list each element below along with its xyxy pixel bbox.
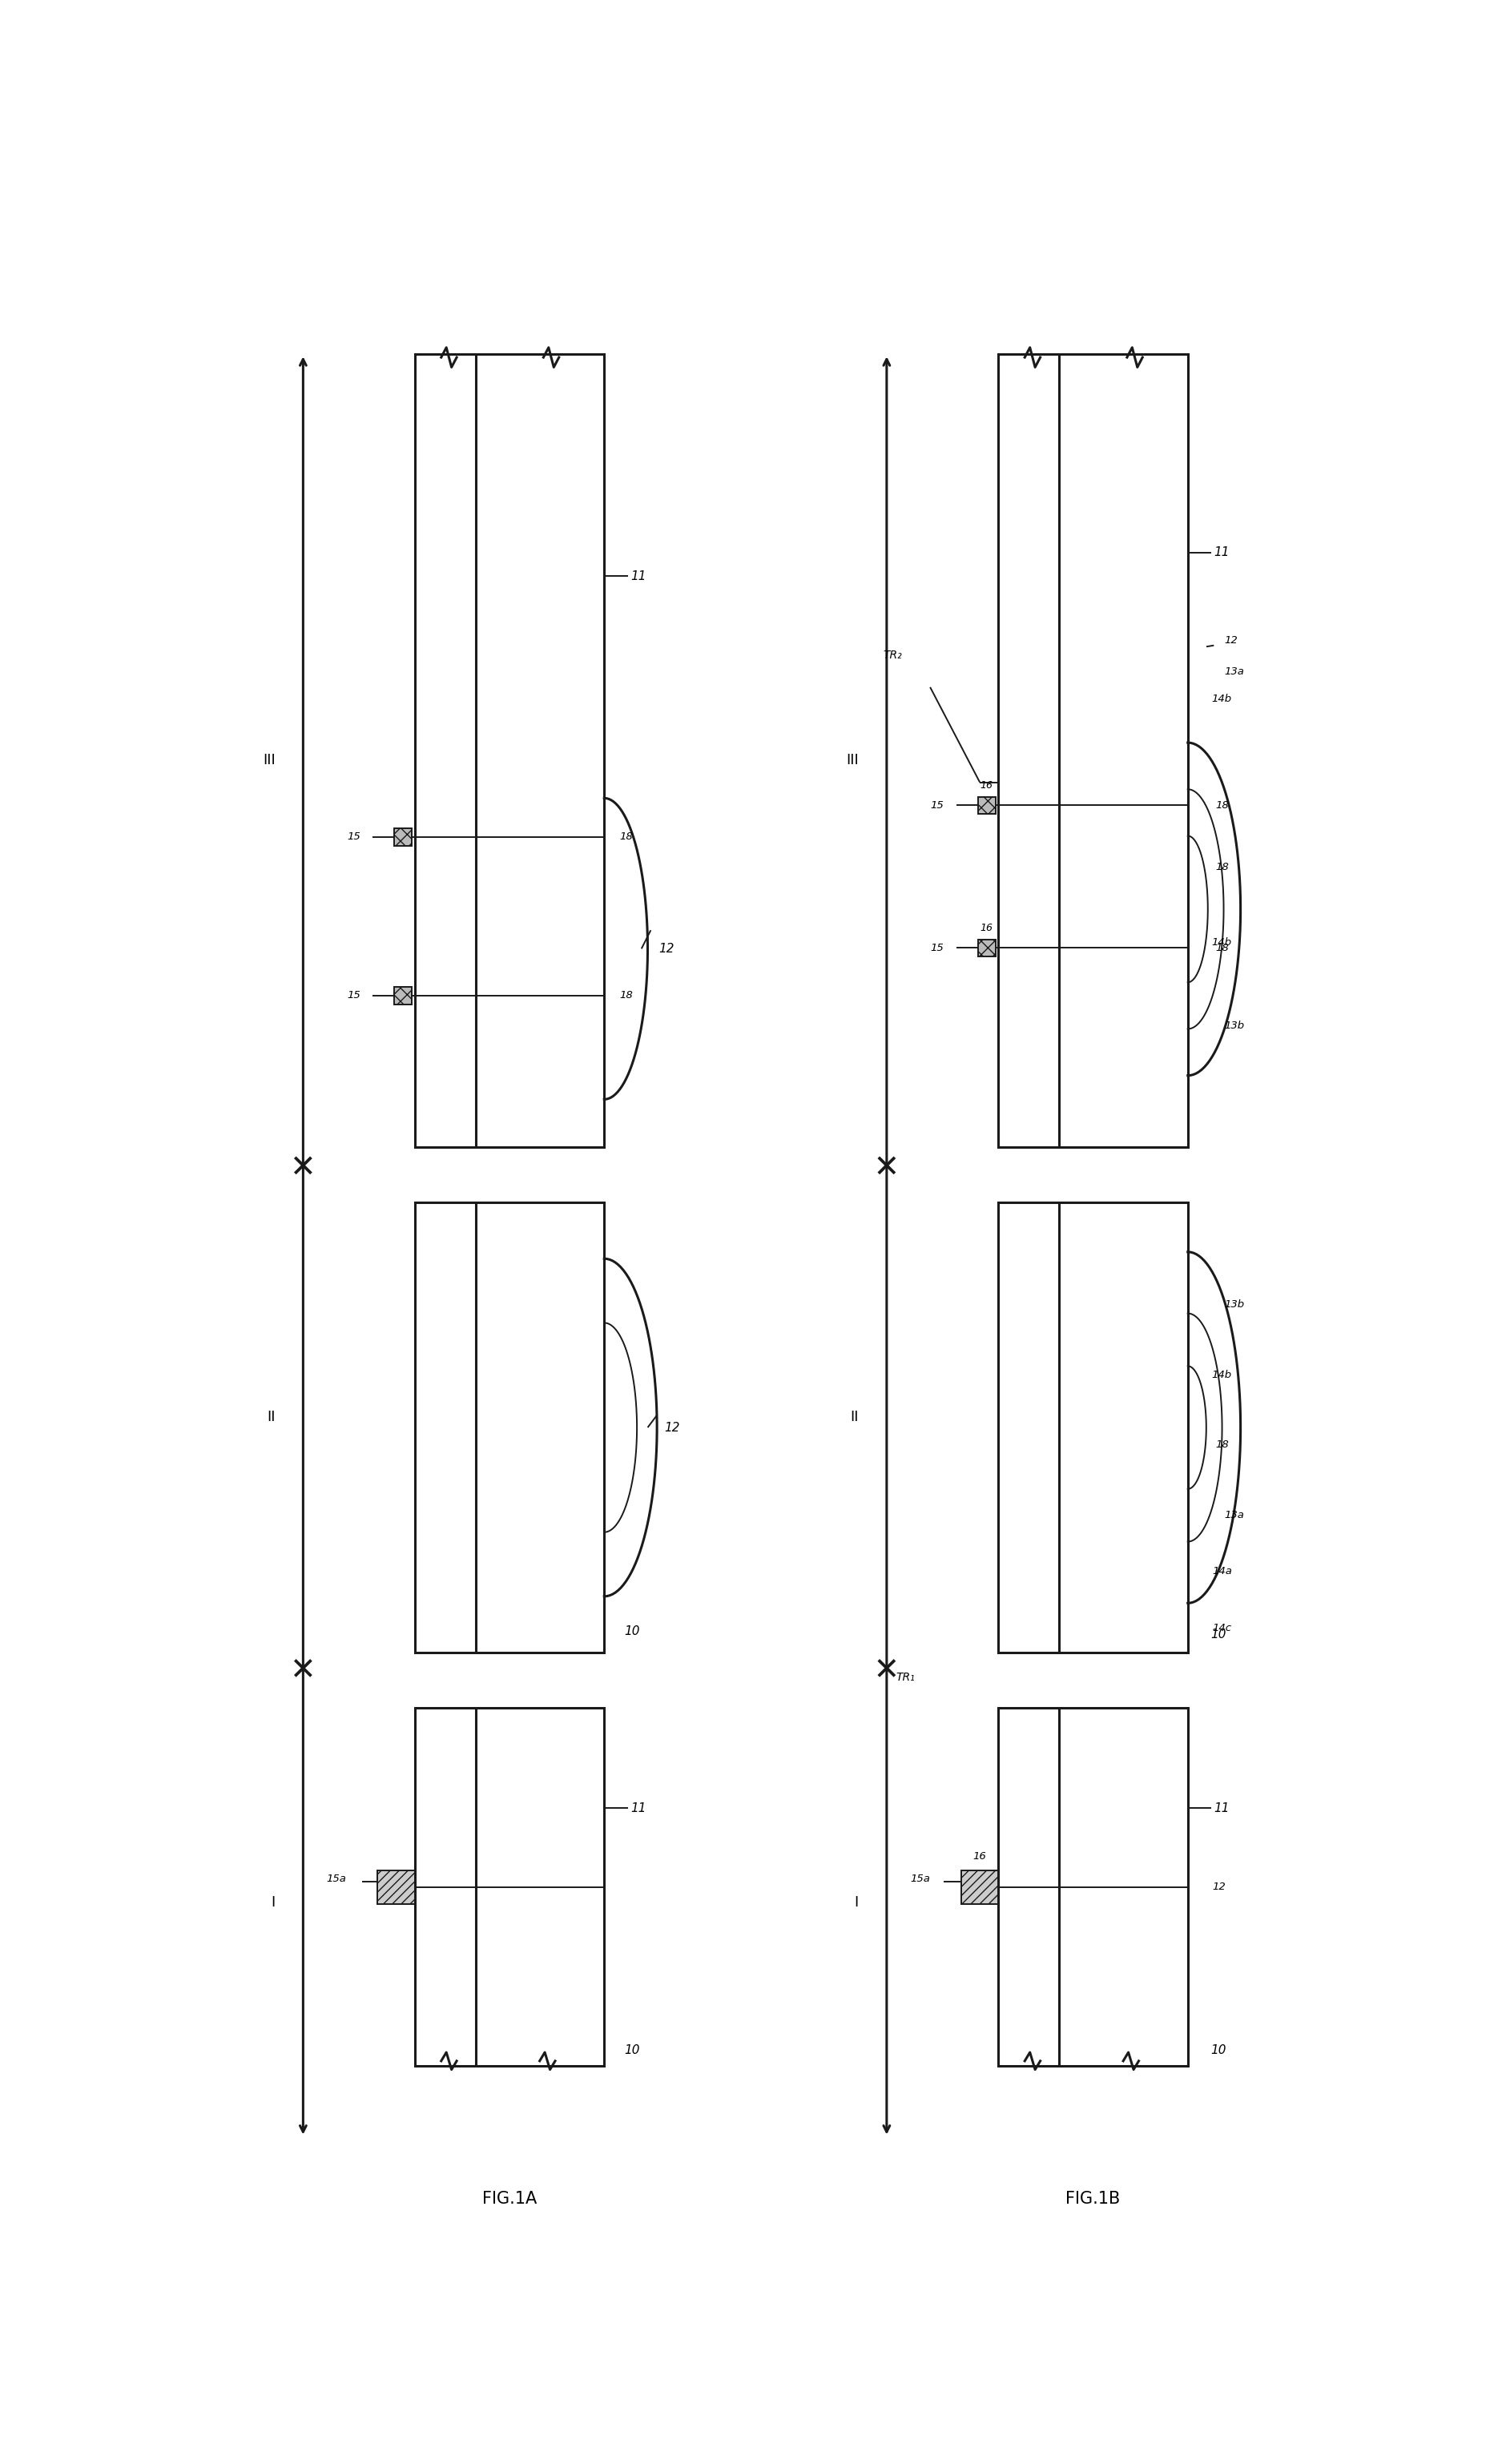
Text: 14c: 14c xyxy=(1212,1624,1232,1634)
Text: FIG.1A: FIG.1A xyxy=(482,2190,536,2208)
Text: TR₁: TR₁ xyxy=(896,1671,914,1683)
Bar xyxy=(977,796,995,813)
Text: 18: 18 xyxy=(1215,862,1229,872)
Text: 10: 10 xyxy=(625,2045,640,2057)
Text: 11: 11 xyxy=(631,1801,646,1814)
Bar xyxy=(998,1708,1188,2065)
Text: 15: 15 xyxy=(346,833,360,843)
Bar xyxy=(414,1202,604,1653)
Text: 18: 18 xyxy=(1215,801,1229,811)
Text: 10: 10 xyxy=(1211,2045,1226,2057)
Text: 16: 16 xyxy=(973,1850,986,1863)
Text: II: II xyxy=(851,1409,858,1424)
Text: 13a: 13a xyxy=(1224,665,1244,678)
Text: 14a: 14a xyxy=(1212,1567,1232,1577)
Text: 15: 15 xyxy=(931,801,944,811)
Text: 13b: 13b xyxy=(1224,1299,1244,1311)
Text: 13b: 13b xyxy=(1224,1020,1244,1030)
Text: 15: 15 xyxy=(931,944,944,954)
Text: 14b: 14b xyxy=(1212,1370,1232,1380)
Text: 18: 18 xyxy=(1215,1439,1229,1451)
Bar xyxy=(998,1202,1188,1653)
Text: 18: 18 xyxy=(1215,944,1229,954)
Text: III: III xyxy=(846,752,858,766)
Bar xyxy=(977,939,995,956)
Bar xyxy=(414,1708,604,2065)
Text: 16: 16 xyxy=(980,781,992,791)
Text: 18: 18 xyxy=(619,833,633,843)
Bar xyxy=(395,828,411,845)
Text: 11: 11 xyxy=(1214,1801,1230,1814)
Text: 12: 12 xyxy=(658,944,675,954)
Text: FIG.1B: FIG.1B xyxy=(1066,2190,1120,2208)
Text: 11: 11 xyxy=(1214,547,1230,559)
Text: 12: 12 xyxy=(1224,636,1238,646)
Text: I: I xyxy=(271,1895,276,1910)
Text: III: III xyxy=(262,752,276,766)
Text: 15a: 15a xyxy=(910,1873,931,1885)
Bar xyxy=(378,1870,414,1905)
Text: I: I xyxy=(854,1895,858,1910)
Text: 16: 16 xyxy=(980,924,992,934)
Text: 13a: 13a xyxy=(1224,1510,1244,1520)
Bar xyxy=(395,988,411,1005)
Text: 14b: 14b xyxy=(1212,936,1232,949)
Text: 10: 10 xyxy=(1211,1629,1226,1641)
Text: TR₂: TR₂ xyxy=(884,650,902,660)
Text: 15a: 15a xyxy=(327,1873,346,1885)
Text: 10: 10 xyxy=(625,1626,640,1636)
Bar xyxy=(961,1870,998,1905)
Text: 11: 11 xyxy=(631,569,646,582)
Text: 12: 12 xyxy=(664,1422,681,1434)
Bar xyxy=(998,355,1188,1146)
Text: 18: 18 xyxy=(619,991,633,1000)
Text: 12: 12 xyxy=(1212,1882,1226,1892)
Text: 15: 15 xyxy=(346,991,360,1000)
Text: 14b: 14b xyxy=(1212,695,1232,705)
Text: II: II xyxy=(267,1409,276,1424)
Bar xyxy=(414,355,604,1146)
